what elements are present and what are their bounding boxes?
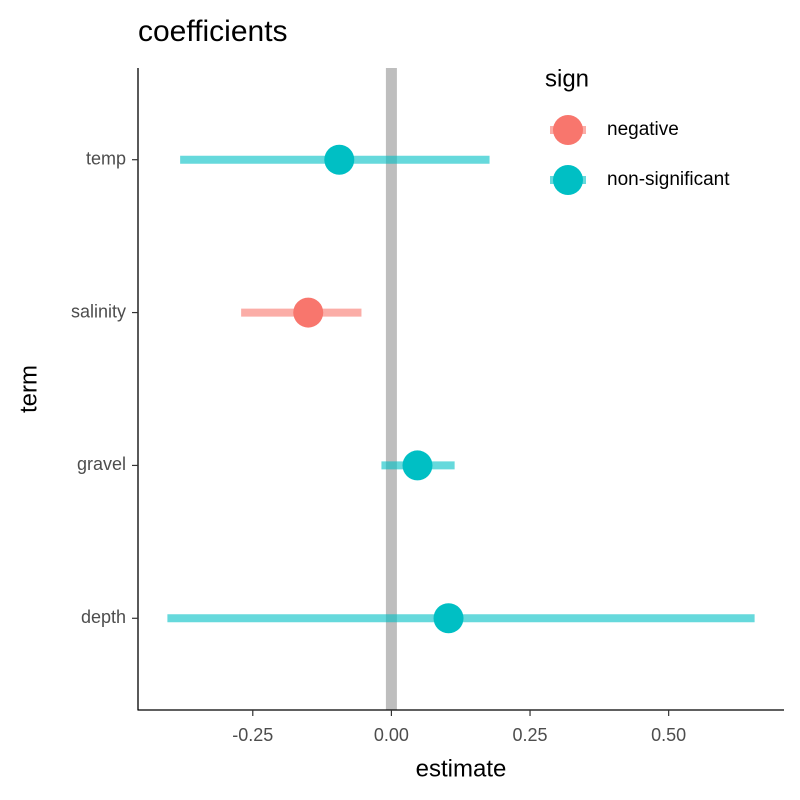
chart-title: coefficients <box>138 15 288 48</box>
y-tick-label: salinity <box>71 301 126 321</box>
estimate-point <box>433 603 464 634</box>
estimate-point <box>402 450 433 481</box>
x-axis-title: estimate <box>416 755 507 782</box>
x-tick-label: 0.00 <box>374 725 409 745</box>
y-tick-label: temp <box>86 148 126 168</box>
legend-key-point <box>553 115 583 145</box>
x-tick-label: -0.25 <box>232 725 273 745</box>
estimate-point <box>293 297 324 328</box>
y-axis-title: term <box>15 365 42 413</box>
legend-label: non-significant <box>607 169 730 190</box>
legend-key-point <box>553 165 583 195</box>
legend-title: sign <box>545 65 589 92</box>
y-tick-label: depth <box>81 607 126 627</box>
legend-label: negative <box>607 119 679 140</box>
x-tick-label: 0.25 <box>513 725 548 745</box>
x-tick-label: 0.50 <box>651 725 686 745</box>
estimate-point <box>324 144 355 175</box>
y-tick-label: gravel <box>77 454 126 474</box>
